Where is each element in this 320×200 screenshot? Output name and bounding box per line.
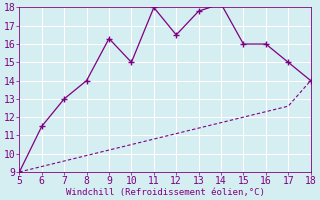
X-axis label: Windchill (Refroidissement éolien,°C): Windchill (Refroidissement éolien,°C) [66, 188, 264, 197]
